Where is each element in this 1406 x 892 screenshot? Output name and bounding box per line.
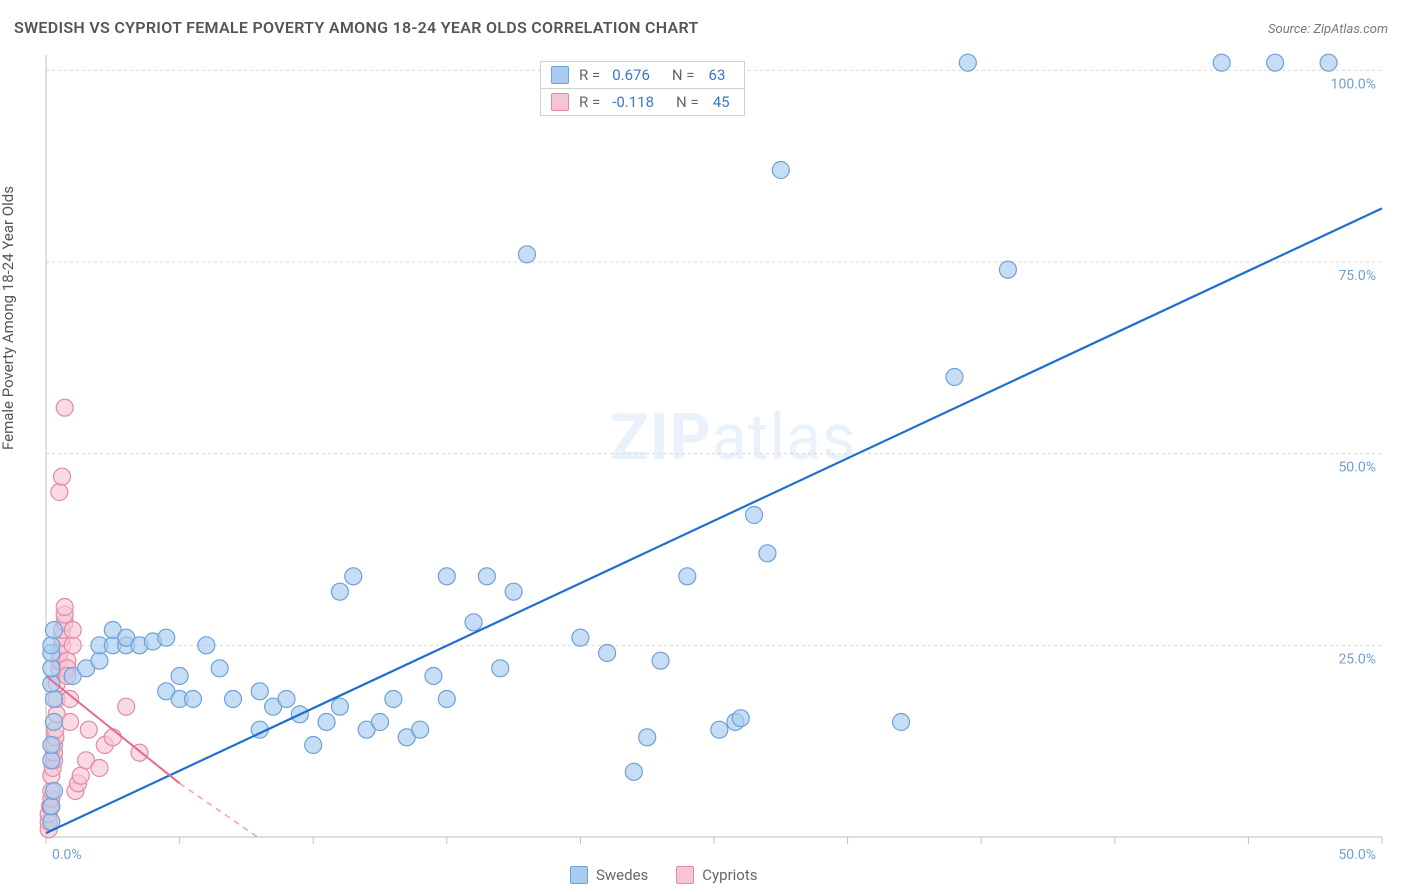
r-label: R =: [579, 93, 600, 111]
stats-box: R = 0.676 N = 63 R = -0.118 N = 45: [540, 61, 745, 116]
svg-text:0.0%: 0.0%: [52, 847, 82, 863]
legend-label-cypriots: Cypriots: [702, 866, 757, 884]
r-value-cypriots: -0.118: [612, 93, 654, 111]
svg-text:100.0%: 100.0%: [1331, 76, 1376, 92]
r-value-swedes: 0.676: [612, 66, 650, 84]
stats-row-swedes: R = 0.676 N = 63: [541, 62, 744, 88]
n-label: N =: [676, 93, 699, 111]
legend-item-swedes: Swedes: [570, 866, 648, 884]
n-value-swedes: 63: [709, 66, 726, 84]
scatter-plot: 25.0% 50.0% 75.0% 100.0% 0.0% 50.0%: [0, 0, 1406, 892]
legend-bottom: Swedes Cypriots: [570, 866, 758, 884]
svg-text:50.0%: 50.0%: [1338, 847, 1376, 863]
legend-item-cypriots: Cypriots: [676, 866, 757, 884]
svg-text:75.0%: 75.0%: [1338, 268, 1376, 284]
svg-text:50.0%: 50.0%: [1338, 460, 1376, 476]
n-label: N =: [672, 66, 695, 84]
stats-row-cypriots: R = -0.118 N = 45: [541, 88, 744, 115]
svg-text:25.0%: 25.0%: [1338, 651, 1376, 667]
swatch-swedes: [551, 66, 569, 84]
swatch-swedes: [570, 866, 588, 884]
legend-label-swedes: Swedes: [596, 866, 648, 884]
n-value-cypriots: 45: [713, 93, 730, 111]
r-label: R =: [579, 66, 600, 84]
swatch-cypriots: [551, 93, 569, 111]
swatch-cypriots: [676, 866, 694, 884]
